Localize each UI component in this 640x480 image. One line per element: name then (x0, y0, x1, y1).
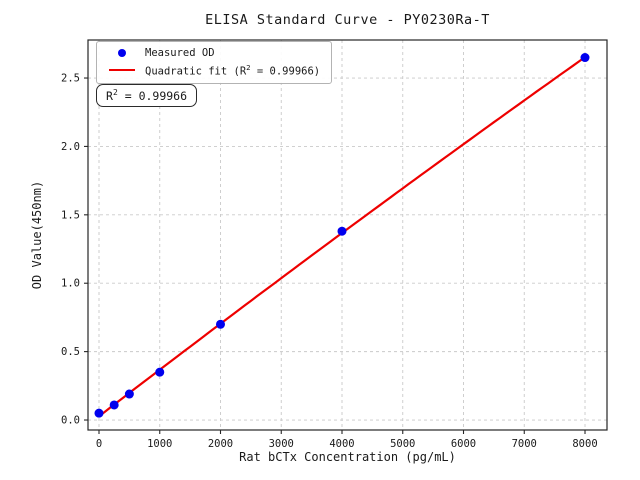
y-tick-label: 1.5 (61, 209, 80, 221)
y-tick-label: 2.5 (61, 73, 80, 85)
y-axis-label: OD Value(450nm) (30, 180, 44, 290)
y-tick-label: 0.0 (61, 415, 80, 427)
data-point (124, 389, 134, 399)
y-tick-label: 1.0 (61, 278, 80, 290)
quadratic-fit-curve (98, 56, 586, 418)
legend-swatch (105, 69, 139, 72)
data-point (215, 319, 225, 329)
measured-od-marker-icon (118, 49, 126, 57)
legend: Measured OD Quadratic fit (R2 = 0.99966) (96, 41, 333, 84)
x-tick-label: 2000 (208, 438, 233, 450)
legend-label-measured-od: Measured OD (145, 47, 215, 59)
quadratic-fit-line-icon (109, 69, 135, 72)
x-tick-label: 4000 (329, 438, 354, 450)
x-tick-label: 8000 (572, 438, 597, 450)
data-point (94, 408, 104, 418)
x-tick-label: 7000 (512, 438, 537, 450)
x-tick-label: 3000 (269, 438, 294, 450)
legend-swatch (105, 49, 139, 57)
y-tick-label: 2.0 (61, 141, 80, 153)
legend-label-quadratic-fit: Quadratic fit (R2 = 0.99966) (145, 63, 321, 78)
tick-labels: 0 1000 2000 3000 4000 5000 6000 7000 8000 0.0 0.5 1… (61, 73, 598, 450)
data-point (155, 367, 165, 377)
tick-marks (84, 77, 586, 434)
legend-entry-quadratic-fit: Quadratic fit (R2 = 0.99966) (105, 63, 320, 78)
x-axis-label: Rat bCTx Concentration (pg/mL) (239, 450, 456, 464)
y-tick-label: 0.5 (61, 346, 80, 358)
data-point (337, 226, 347, 236)
x-tick-label: 1000 (147, 438, 172, 450)
r-squared-annotation: R2 = 0.99966 (96, 84, 198, 107)
data-point (109, 400, 119, 410)
chart-title: ELISA Standard Curve - PY0230Ra-T (205, 12, 490, 28)
axes-spines (87, 39, 608, 431)
x-tick-label: 5000 (390, 438, 415, 450)
data-point (580, 53, 590, 63)
measured-od-points (94, 53, 590, 418)
x-tick-label: 0 (96, 438, 102, 450)
x-tick-label: 6000 (451, 438, 476, 450)
legend-entry-measured-od: Measured OD (105, 47, 320, 59)
